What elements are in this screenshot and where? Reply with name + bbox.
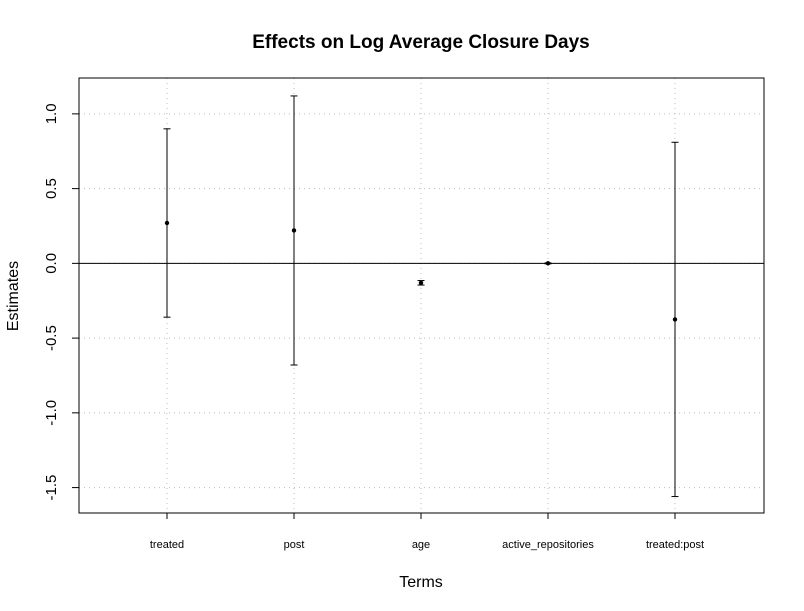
y-axis-label: Estimates <box>5 261 22 331</box>
grid <box>79 78 764 513</box>
y-tick-label: 0.0 <box>43 253 60 274</box>
estimate-point <box>418 280 424 285</box>
x-tick-label: treated <box>150 539 184 551</box>
estimate-point <box>672 317 678 322</box>
points <box>164 220 678 322</box>
x-tick-label: post <box>284 539 305 551</box>
estimate-point <box>545 261 551 266</box>
y-tick-label: -0.5 <box>43 325 60 351</box>
y-tick-label: -1.0 <box>43 400 60 426</box>
x-tick-label: age <box>412 539 430 551</box>
x-tick-label: active_repositories <box>502 539 594 551</box>
x-tick-label: treated:post <box>646 539 704 551</box>
x-axis-label: Terms <box>399 574 443 591</box>
y-tick-label: 1.0 <box>43 103 60 124</box>
estimate-point <box>291 228 297 233</box>
chart-title: Effects on Log Average Closure Days <box>252 32 590 53</box>
y-tick-label: 0.5 <box>43 178 60 199</box>
estimate-point <box>164 220 170 226</box>
error-bars <box>163 95 679 498</box>
y-axis: -1.5 -1.0 -0.5 0.0 0.5 1.0 <box>43 103 79 501</box>
x-axis: treated post age active_repositories treated… <box>150 513 704 551</box>
y-tick-label: -1.5 <box>43 475 60 501</box>
